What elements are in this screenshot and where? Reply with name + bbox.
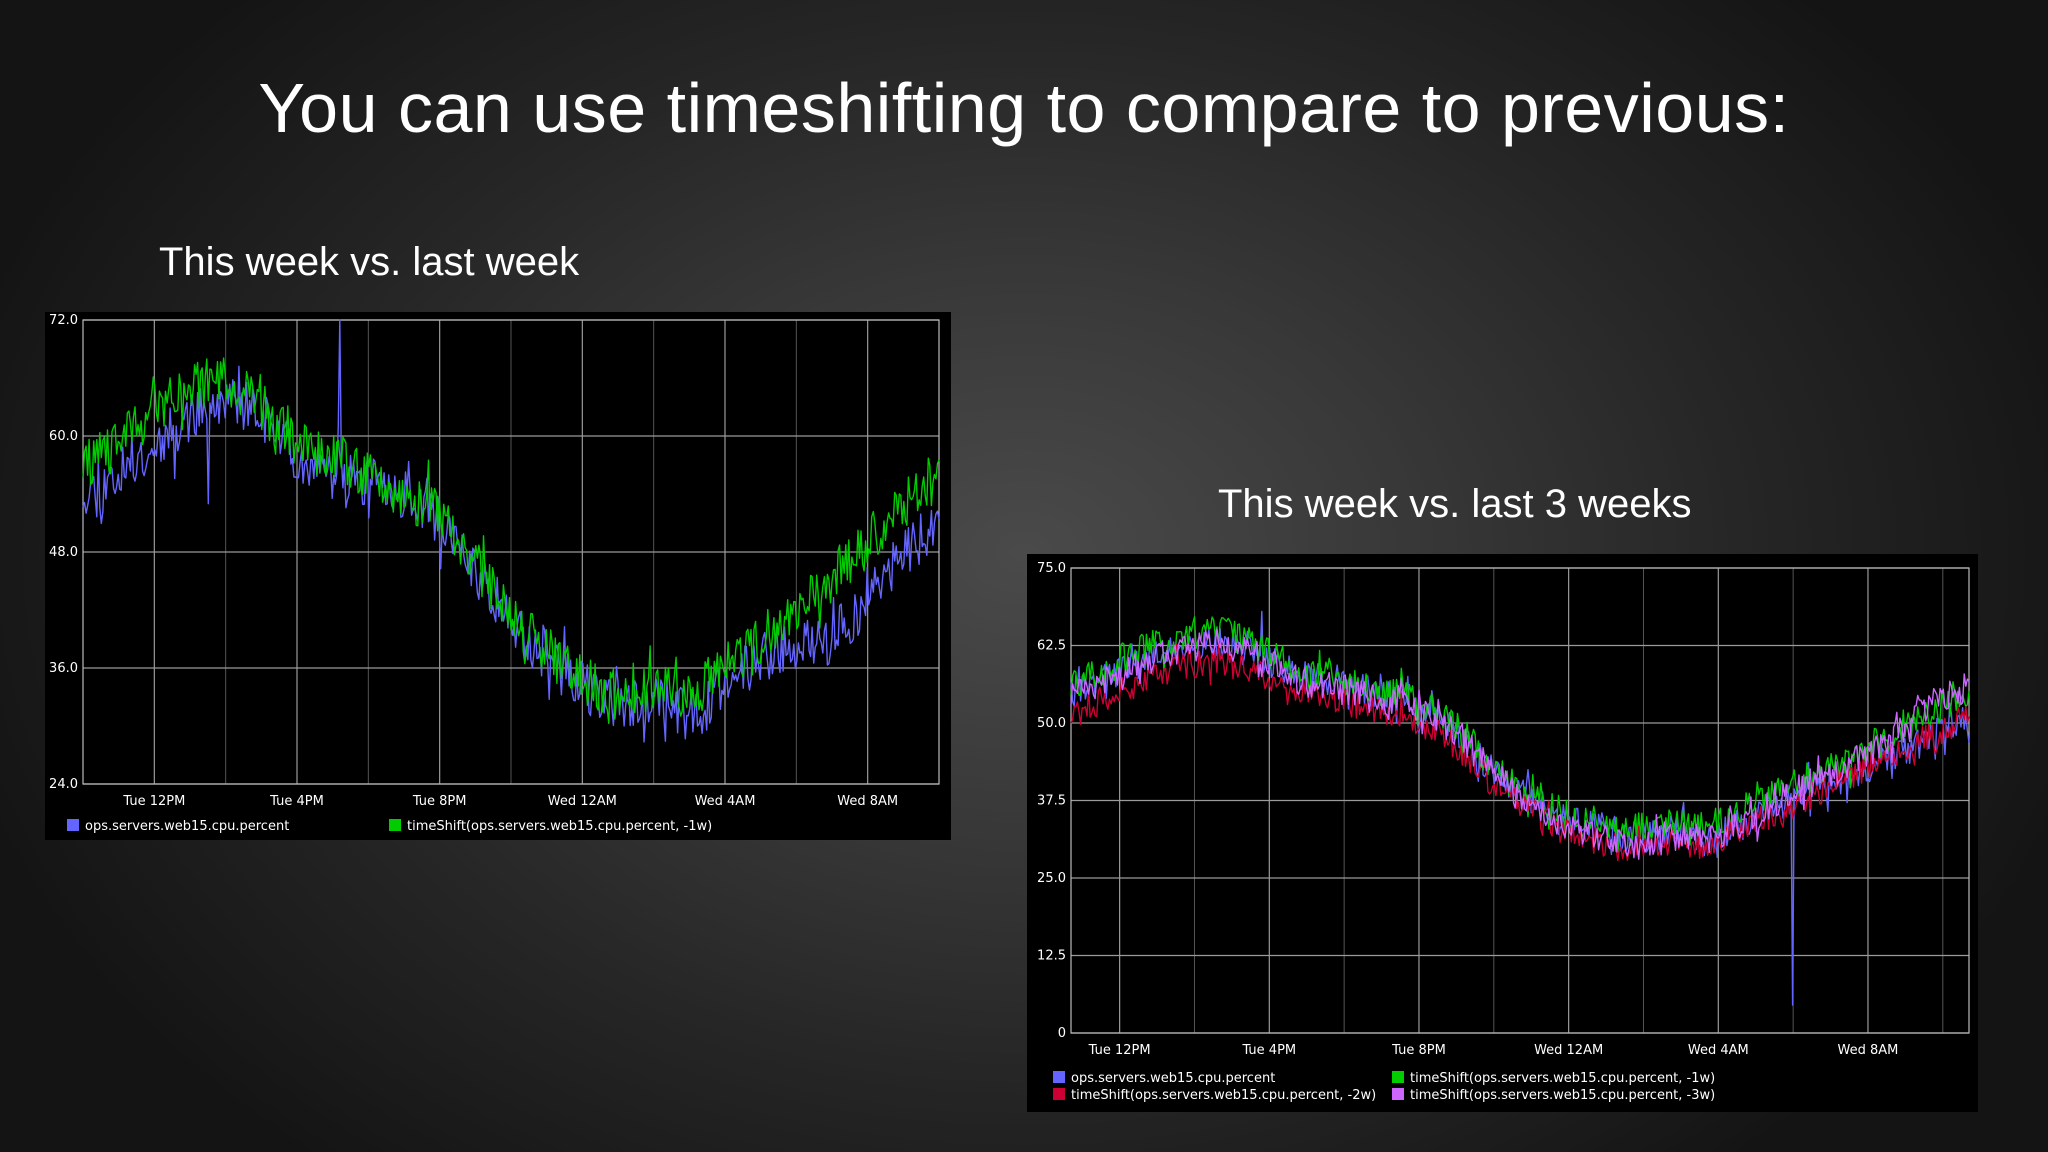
- y-tick-label: 48.0: [49, 545, 78, 560]
- y-tick-label: 25.0: [1037, 871, 1066, 886]
- legend-swatch: [1053, 1088, 1065, 1100]
- x-tick-label: Wed 12AM: [548, 794, 617, 809]
- legend-swatch: [67, 819, 79, 831]
- y-tick-label: 24.0: [49, 777, 78, 792]
- x-tick-label: Tue 4PM: [1241, 1043, 1296, 1058]
- chart-1-panel: 72.0 60.0 48.0 36.0 24.0 Tue 12PM Tue 4PM Tue 8…: [45, 312, 951, 840]
- legend-item: timeShift(ops.servers.web15.cpu.percent,…: [1392, 1088, 1715, 1103]
- x-tick-label: Wed 12AM: [1534, 1043, 1603, 1058]
- legend-label: ops.servers.web15.cpu.percent: [85, 819, 289, 834]
- series-line-1: [1070, 610, 1970, 1006]
- series-line-2: [82, 357, 940, 725]
- legend-label: timeShift(ops.servers.web15.cpu.percent,…: [407, 819, 712, 834]
- grid-lines: [82, 319, 940, 785]
- plot-frame: [82, 319, 940, 785]
- series-line-4: [1070, 628, 1970, 860]
- legend-swatch: [389, 819, 401, 831]
- legend-item: ops.servers.web15.cpu.percent: [67, 819, 289, 834]
- legend-item: timeShift(ops.servers.web15.cpu.percent,…: [1053, 1088, 1376, 1103]
- legend-label: timeShift(ops.servers.web15.cpu.percent,…: [1071, 1088, 1376, 1103]
- legend-swatch: [1392, 1071, 1404, 1083]
- chart-2-panel: 75.0 62.5 50.0 37.5 25.0 12.5 0 Tue 12PM Tue 4PM…: [1027, 554, 1978, 1112]
- chart-1-caption: This week vs. last week: [159, 240, 580, 284]
- chart-1-svg: 72.0 60.0 48.0 36.0 24.0 Tue 12PM Tue 4PM Tue 8…: [49, 313, 940, 834]
- x-tick-label: Tue 12PM: [122, 794, 185, 809]
- y-tick-label: 0: [1058, 1026, 1066, 1041]
- y-tick-label: 62.5: [1037, 639, 1066, 654]
- x-tick-label: Tue 8PM: [412, 794, 467, 809]
- y-tick-label: 50.0: [1037, 716, 1066, 731]
- legend-label: ops.servers.web15.cpu.percent: [1071, 1071, 1275, 1086]
- legend-item: timeShift(ops.servers.web15.cpu.percent,…: [1392, 1071, 1715, 1086]
- x-tick-label: Wed 8AM: [1838, 1043, 1899, 1058]
- y-tick-label: 37.5: [1037, 794, 1066, 809]
- y-tick-label: 36.0: [49, 661, 78, 676]
- y-tick-label: 12.5: [1037, 949, 1066, 964]
- legend-swatch: [1053, 1071, 1065, 1083]
- x-tick-label: Wed 8AM: [837, 794, 898, 809]
- y-tick-label: 72.0: [49, 313, 78, 328]
- x-tick-label: Wed 4AM: [1688, 1043, 1749, 1058]
- x-tick-label: Wed 4AM: [695, 794, 756, 809]
- legend-swatch: [1392, 1088, 1404, 1100]
- slide-title: You can use timeshifting to compare to p…: [258, 69, 1790, 147]
- legend-item: ops.servers.web15.cpu.percent: [1053, 1071, 1275, 1086]
- series-line-2: [1070, 616, 1970, 853]
- chart-2-caption: This week vs. last 3 weeks: [1218, 482, 1692, 526]
- plot-frame: [1070, 567, 1970, 1034]
- y-tick-label: 60.0: [49, 429, 78, 444]
- legend-label: timeShift(ops.servers.web15.cpu.percent,…: [1410, 1071, 1715, 1086]
- x-tick-label: Tue 8PM: [1391, 1043, 1446, 1058]
- series-line-3: [1070, 640, 1970, 862]
- x-tick-label: Tue 12PM: [1088, 1043, 1151, 1058]
- legend-item: timeShift(ops.servers.web15.cpu.percent,…: [389, 819, 712, 834]
- chart-2-svg: 75.0 62.5 50.0 37.5 25.0 12.5 0 Tue 12PM Tue 4PM…: [1037, 561, 1970, 1103]
- x-tick-label: Tue 4PM: [269, 794, 324, 809]
- y-tick-label: 75.0: [1037, 561, 1066, 576]
- legend-label: timeShift(ops.servers.web15.cpu.percent,…: [1410, 1088, 1715, 1103]
